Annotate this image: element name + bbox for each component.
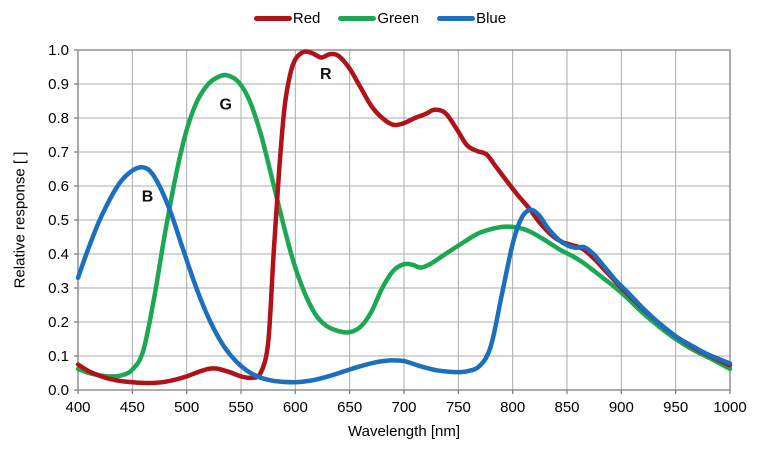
blue-curve [75, 165, 733, 385]
x-tick-label: 1000 [713, 399, 746, 416]
y-axis-title: Relative response [ ] [11, 151, 29, 289]
x-tick-label: 500 [174, 399, 199, 416]
legend-label-green: Green [377, 10, 420, 27]
y-tick-label: 0.9 [48, 76, 69, 93]
x-tick-label: 450 [120, 399, 145, 416]
legend-item-red: Red [253, 10, 321, 27]
x-tick-label: 650 [337, 399, 362, 416]
y-tick-label: 0.8 [48, 110, 69, 127]
y-tick-label: 1.0 [48, 42, 69, 59]
legend-swatch-blue [437, 16, 476, 21]
y-tick-label: 0.1 [48, 348, 69, 365]
curve-label-G: G [220, 97, 232, 114]
y-tick-label: 0.5 [48, 212, 69, 229]
legend-item-blue: Blue [437, 11, 506, 26]
green-curve [75, 72, 733, 379]
legend: Red Green Blue [0, 11, 760, 26]
y-tick-label: 0.0 [48, 382, 69, 399]
legend-swatch-green [338, 16, 377, 21]
y-tick-label: 0.7 [48, 144, 69, 161]
legend-label-blue: Blue [476, 10, 507, 27]
x-axis-title: Wavelength [nm] [348, 423, 460, 440]
x-tick-label: 800 [500, 399, 525, 416]
x-tick-label: 900 [609, 399, 634, 416]
y-tick-label: 0.2 [48, 314, 69, 331]
legend-item-green: Green [338, 11, 419, 26]
x-tick-labels: 400 450 500 550 600 650 700 750 800 850 900 950 1000 [65, 399, 746, 416]
x-tick-label: 750 [446, 399, 471, 416]
y-tick-label: 0.6 [48, 178, 69, 195]
curve-label-B: B [142, 188, 154, 205]
legend-swatch-red [253, 16, 292, 21]
y-tick-label: 0.3 [48, 280, 69, 297]
x-tick-label: 400 [65, 399, 90, 416]
y-tick-labels: 0.0 0.1 0.2 0.3 0.4 0.5 0.6 0.7 0.8 0.9 1.0 [48, 42, 69, 399]
curve-label-R: R [320, 66, 332, 83]
axis-ticks [74, 49, 731, 394]
x-tick-label: 600 [283, 399, 308, 416]
x-tick-label: 700 [391, 399, 416, 416]
gridlines [78, 50, 730, 390]
legend-label-red: Red [292, 10, 321, 27]
x-tick-label: 550 [228, 399, 253, 416]
x-tick-label: 850 [554, 399, 579, 416]
x-tick-label: 950 [663, 399, 688, 416]
y-tick-label: 0.4 [48, 246, 69, 263]
